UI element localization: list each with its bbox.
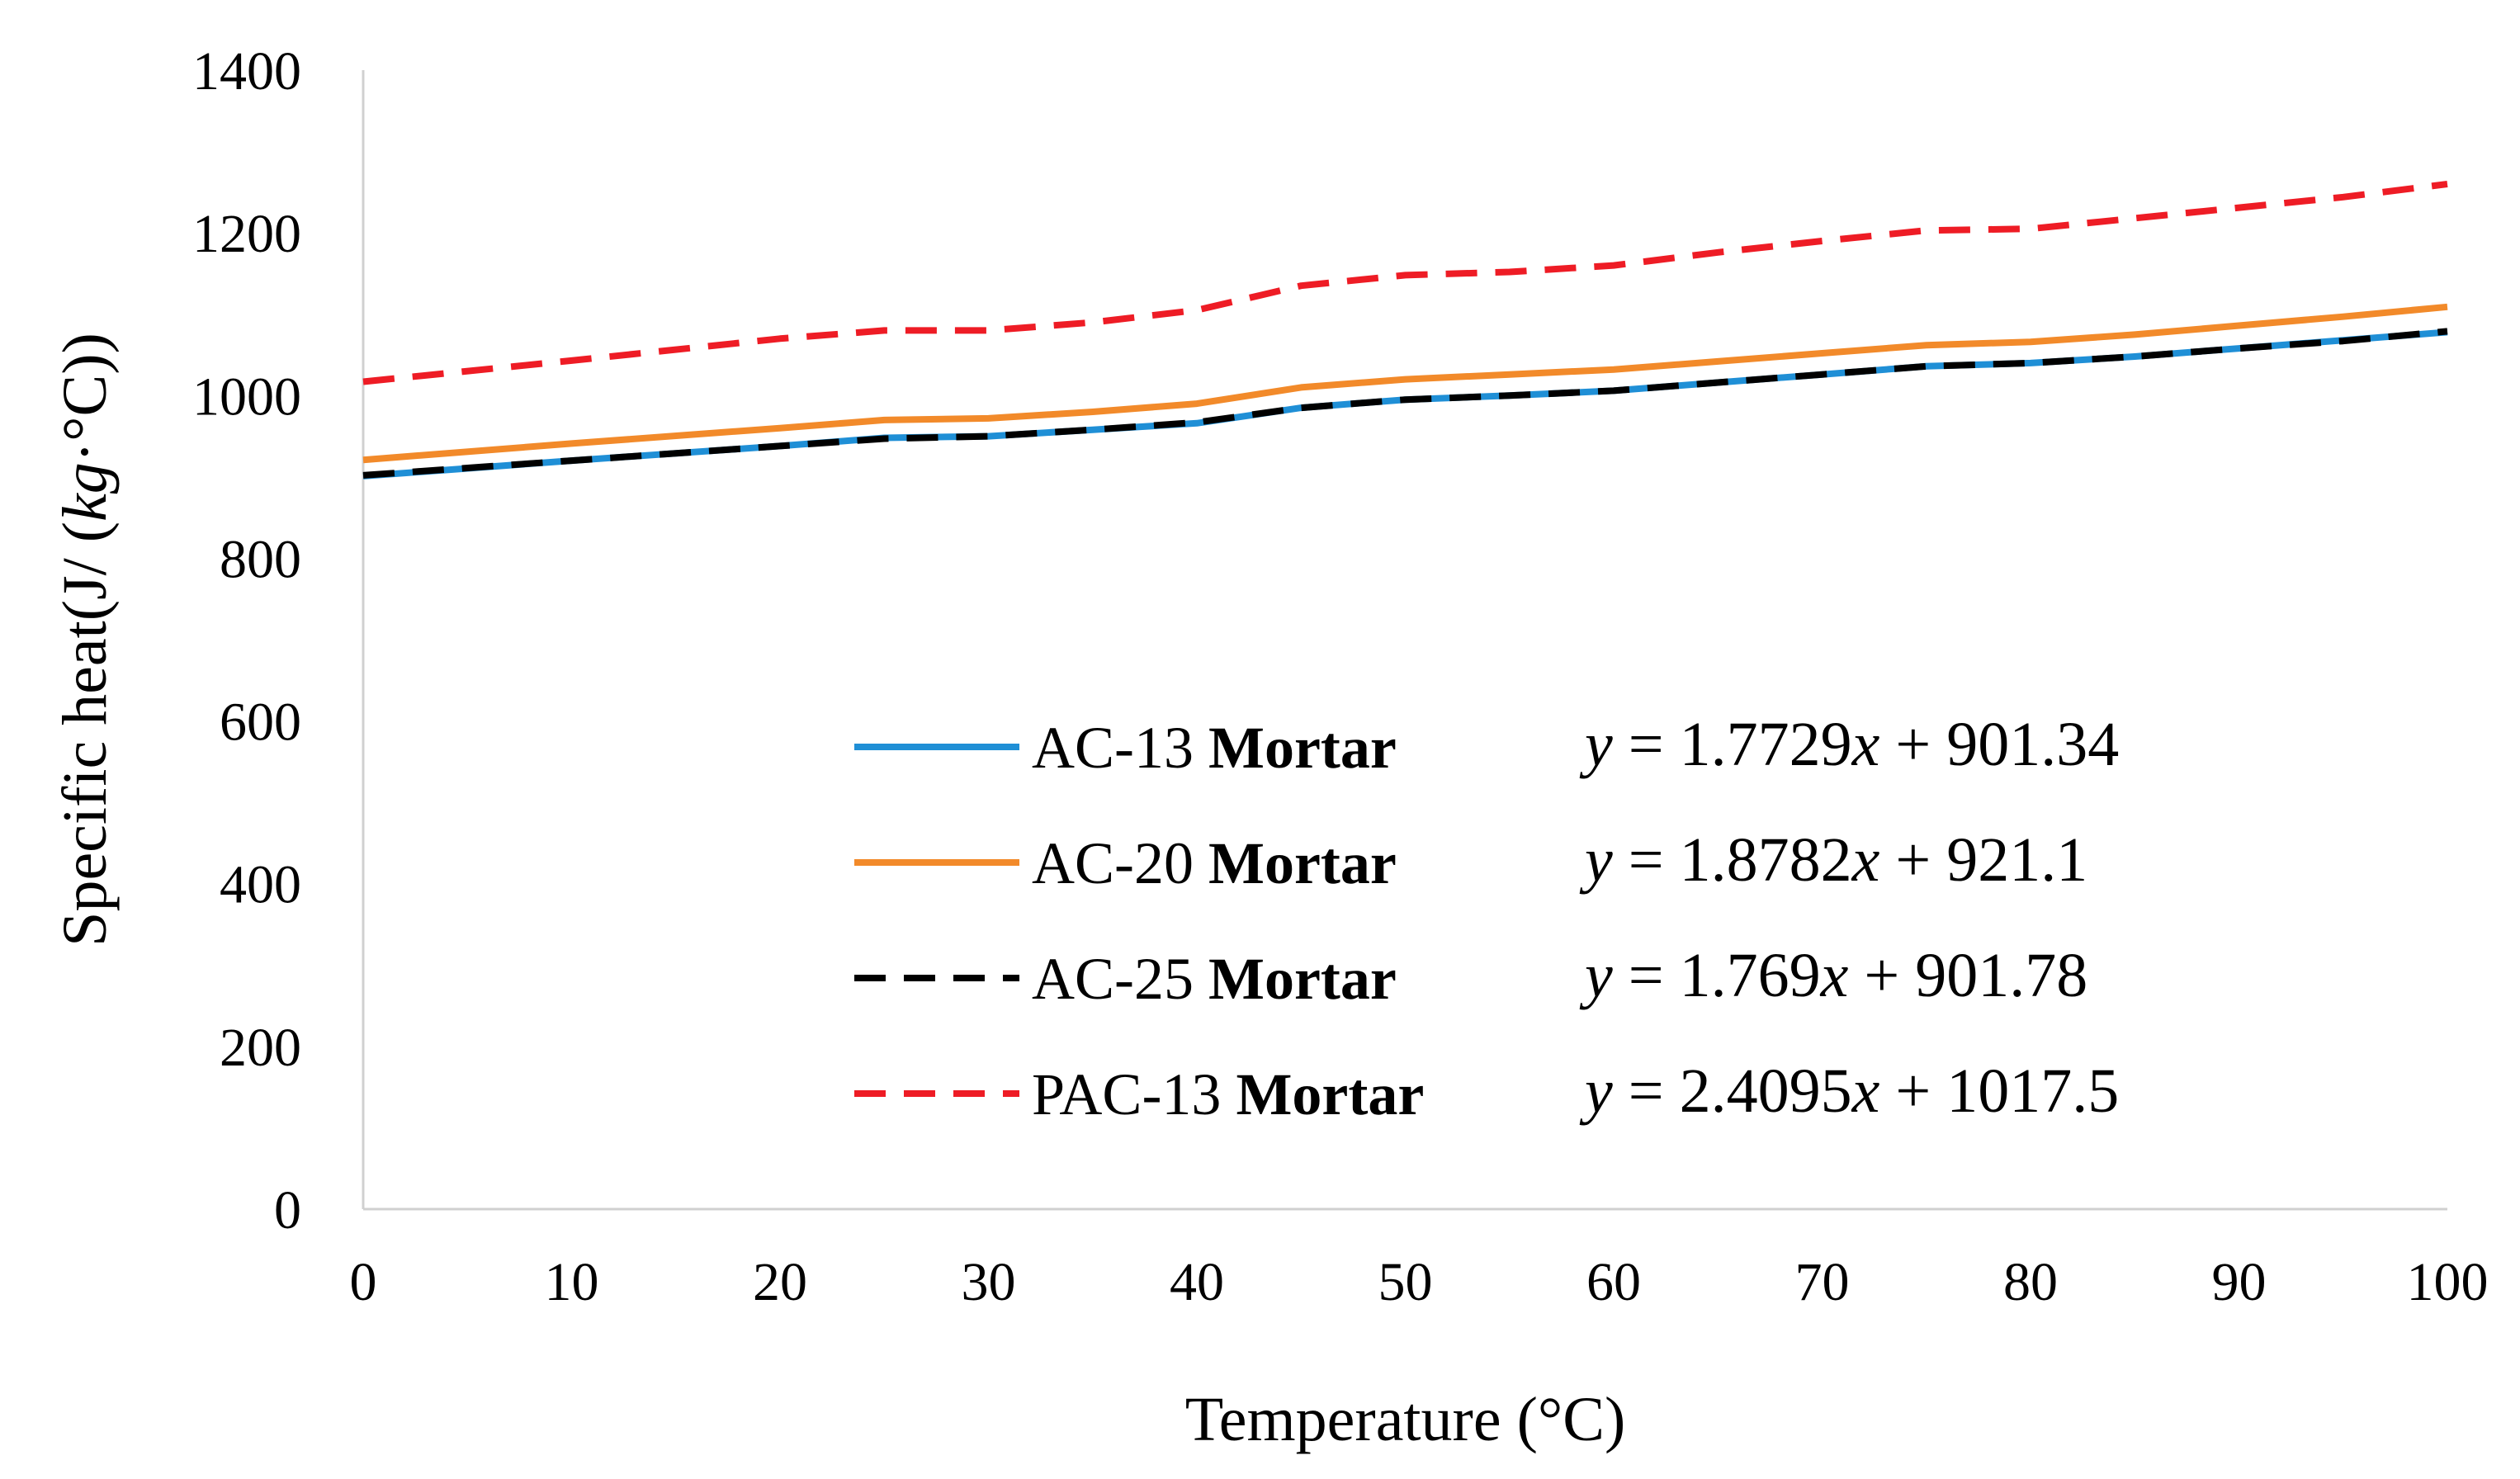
y-tick-label: 1200 [192,204,301,264]
x-tick-labels: 0 10 20 30 40 50 60 70 80 90 100 [350,1252,2489,1312]
equation-intercept: 1017.5 [1946,1056,2119,1126]
equation-slope: 1.769 [1680,941,1821,1010]
legend-entry-pac13: PAC-13 Mortar y = 2.4095x + 1017.5 [854,1056,2119,1127]
y-tick-label: 600 [220,692,301,753]
legend-series-suffix: Mortar [1236,1061,1424,1127]
legend-series-suffix: Mortar [1208,946,1397,1012]
equation-slope: 1.8782 [1680,825,1852,895]
equation-ac13: y = 1.7729x + 901.34 [1579,710,2119,779]
equation-ac20: y = 1.8782x + 921.1 [1579,825,2087,895]
equation-ac25: y = 1.769x + 901.78 [1579,941,2087,1010]
legend-entry-ac25: AC-25 Mortar y = 1.769x + 901.78 [854,941,2087,1012]
y-axis-title: Specific heat(J/ (kg·°C)) [50,333,120,947]
y-axis-title-unit-var: kg [50,462,120,522]
x-tick-label: 50 [1378,1252,1433,1312]
y-tick-label: 200 [220,1018,301,1078]
equation-slope: 1.7729 [1680,710,1852,779]
legend-series-suffix: Mortar [1208,830,1397,896]
y-tick-label: 1400 [192,41,301,102]
legend-label-ac25: AC-25 Mortar [1032,946,1397,1012]
legend-label-ac13: AC-13 Mortar [1032,715,1397,781]
legend-entry-ac13: AC-13 Mortar y = 1.7729x + 901.34 [854,710,2119,781]
legend-series-name: AC-13 [1032,715,1194,781]
legend-series-name: AC-20 [1032,830,1194,896]
legend-label-ac20: AC-20 Mortar [1032,830,1397,896]
y-tick-label: 0 [274,1180,301,1240]
y-axis-title-suffix: ·°C)) [50,333,120,462]
legend-series-name: PAC-13 [1032,1061,1221,1127]
x-tick-label: 60 [1586,1252,1641,1312]
x-tick-label: 10 [545,1252,599,1312]
y-tick-label: 1000 [192,366,301,427]
axes [362,70,2447,1211]
legend-label-pac13: PAC-13 Mortar [1032,1061,1424,1127]
y-tick-labels: 0 200 400 600 800 1000 1200 1400 [192,41,301,1240]
x-tick-label: 20 [753,1252,807,1312]
x-tick-label: 70 [1795,1252,1850,1312]
x-tick-label: 30 [962,1252,1016,1312]
equation-slope: 2.4095 [1680,1056,1852,1126]
y-tick-label: 800 [220,529,301,589]
series-line-ac-20 [362,303,2448,464]
legend-entry-ac20: AC-20 Mortar y = 1.8782x + 921.1 [854,825,2087,896]
equation-intercept: 901.34 [1946,710,2119,779]
x-axis-title: Temperature (°C) [1185,1385,1626,1454]
series-lines [362,181,2448,480]
equation-intercept: 901.78 [1915,941,2087,1010]
equation-intercept: 921.1 [1946,825,2087,895]
x-tick-label: 0 [350,1252,377,1312]
equation-pac13: y = 2.4095x + 1017.5 [1579,1056,2119,1126]
legend-series-name: AC-25 [1032,946,1194,1012]
x-tick-label: 80 [2003,1252,2058,1312]
x-tick-label: 100 [2407,1252,2489,1312]
legend: AC-13 Mortar y = 1.7729x + 901.34 AC-20 … [854,710,2119,1127]
x-tick-label: 90 [2212,1252,2267,1312]
y-tick-label: 400 [220,855,301,915]
y-axis-title-prefix: Specific heat(J/ ( [50,522,120,947]
legend-series-suffix: Mortar [1208,715,1397,781]
x-tick-label: 40 [1170,1252,1224,1312]
series-line-ac-25 [362,328,2448,479]
series-line-pac-13 [362,181,2448,385]
